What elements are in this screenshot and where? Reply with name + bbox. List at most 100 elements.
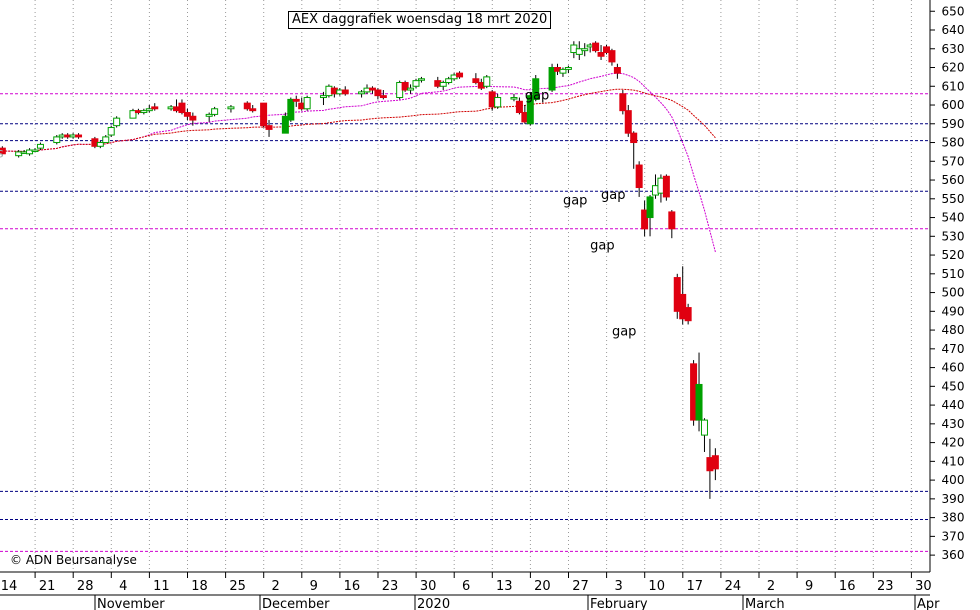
y-tick-label: 430 xyxy=(942,417,965,431)
candle-body xyxy=(102,136,110,144)
x-tick-label: 20 xyxy=(534,579,551,594)
candle-body xyxy=(31,149,39,153)
candle-body xyxy=(619,93,627,112)
y-tick-label: 570 xyxy=(942,154,965,168)
x-tick-label: 21 xyxy=(39,579,56,594)
candle-body xyxy=(564,67,572,70)
gap-annotation: gap xyxy=(563,193,587,208)
x-tick-label: 9 xyxy=(310,579,318,594)
x-tick-label: 10 xyxy=(648,579,665,594)
candle-body xyxy=(532,78,540,100)
y-tick-label: 410 xyxy=(942,454,965,468)
y-tick-label: 480 xyxy=(942,323,965,337)
x-tick-label: 13 xyxy=(496,579,513,594)
y-tick-label: 530 xyxy=(942,229,965,243)
y-tick-label: 620 xyxy=(942,61,965,75)
gap-annotation: gap xyxy=(612,325,636,340)
y-tick-label: 360 xyxy=(942,548,965,562)
candle-body xyxy=(281,115,289,134)
candle-body xyxy=(401,82,409,91)
candle-body xyxy=(227,106,235,110)
y-tick-label: 500 xyxy=(942,286,965,300)
candle-body xyxy=(445,78,453,84)
candle-body xyxy=(575,48,583,55)
moving-average-long xyxy=(0,88,716,152)
candle-body xyxy=(145,108,153,112)
candle-body xyxy=(211,108,219,115)
candle-body xyxy=(581,48,589,52)
x-tick-label: 27 xyxy=(572,579,589,594)
month-label: February xyxy=(590,597,648,610)
x-tick-label: 30 xyxy=(915,579,932,594)
y-tick-label: 590 xyxy=(942,117,965,131)
candle-body xyxy=(603,46,610,54)
x-tick-label: 4 xyxy=(119,579,127,594)
candle-body xyxy=(668,211,676,230)
candle-body xyxy=(472,78,480,84)
y-tick-label: 460 xyxy=(942,361,965,375)
candle-body xyxy=(597,52,605,57)
x-tick-label: 23 xyxy=(382,579,399,594)
candle-body xyxy=(140,110,148,114)
gap-annotation: gap xyxy=(590,238,614,253)
candle-body xyxy=(613,67,621,74)
candle-body xyxy=(303,97,311,110)
y-tick-label: 370 xyxy=(942,529,965,543)
candle-body xyxy=(515,100,523,114)
x-tick-label: 6 xyxy=(462,579,470,594)
candle-body xyxy=(243,102,251,110)
x-tick-label: 3 xyxy=(614,579,622,594)
candle-body xyxy=(75,134,83,138)
candle-body xyxy=(412,80,420,87)
candle-body xyxy=(510,97,518,100)
y-tick-label: 540 xyxy=(942,211,965,225)
y-tick-label: 470 xyxy=(942,342,965,356)
x-tick-label: 18 xyxy=(191,579,208,594)
y-tick-label: 520 xyxy=(942,248,965,262)
x-tick-label: 23 xyxy=(877,579,894,594)
y-tick-label: 640 xyxy=(942,23,965,37)
candle-body xyxy=(630,132,638,144)
chart-title: AEX daggrafiek woensdag 18 mrt 2020 xyxy=(288,11,552,29)
y-tick-label: 650 xyxy=(942,4,965,18)
candle-body xyxy=(641,209,649,230)
candle-body xyxy=(624,110,632,134)
candle-body xyxy=(107,127,115,136)
candle-body xyxy=(695,383,703,421)
y-tick-label: 550 xyxy=(942,192,965,206)
y-tick-label: 580 xyxy=(942,136,965,150)
candle-body xyxy=(129,110,137,119)
candle-body xyxy=(341,89,349,95)
candle-body xyxy=(0,147,6,155)
gap-annotation: gap xyxy=(601,188,625,203)
x-tick-label: 17 xyxy=(687,579,704,594)
candle-body xyxy=(679,293,687,320)
candle-body xyxy=(178,102,186,114)
y-tick-label: 400 xyxy=(942,473,965,487)
candle-body xyxy=(608,50,616,63)
candle-body xyxy=(417,78,425,81)
candle-body xyxy=(646,196,654,219)
gap-annotation: s xyxy=(0,147,4,162)
y-tick-label: 490 xyxy=(942,304,965,318)
candle-body xyxy=(183,112,191,117)
x-tick-label: 9 xyxy=(805,579,813,594)
x-tick-label: 30 xyxy=(420,579,437,594)
copyright-label: © ADN Beursanalyse xyxy=(10,553,137,567)
candle-body xyxy=(407,87,415,91)
candle-body xyxy=(526,95,534,125)
candle-body xyxy=(635,164,643,189)
month-label: 2020 xyxy=(417,597,450,610)
y-tick-label: 440 xyxy=(942,398,965,412)
month-label: March xyxy=(745,597,785,610)
gap-annotation: gap xyxy=(525,88,549,103)
candle-body xyxy=(205,113,213,117)
candle-body xyxy=(287,98,295,121)
y-tick-label: 630 xyxy=(942,42,965,56)
candle-body xyxy=(113,117,121,127)
x-tick-label: 28 xyxy=(77,579,94,594)
candle-body xyxy=(700,419,708,436)
candle-body xyxy=(36,143,44,149)
